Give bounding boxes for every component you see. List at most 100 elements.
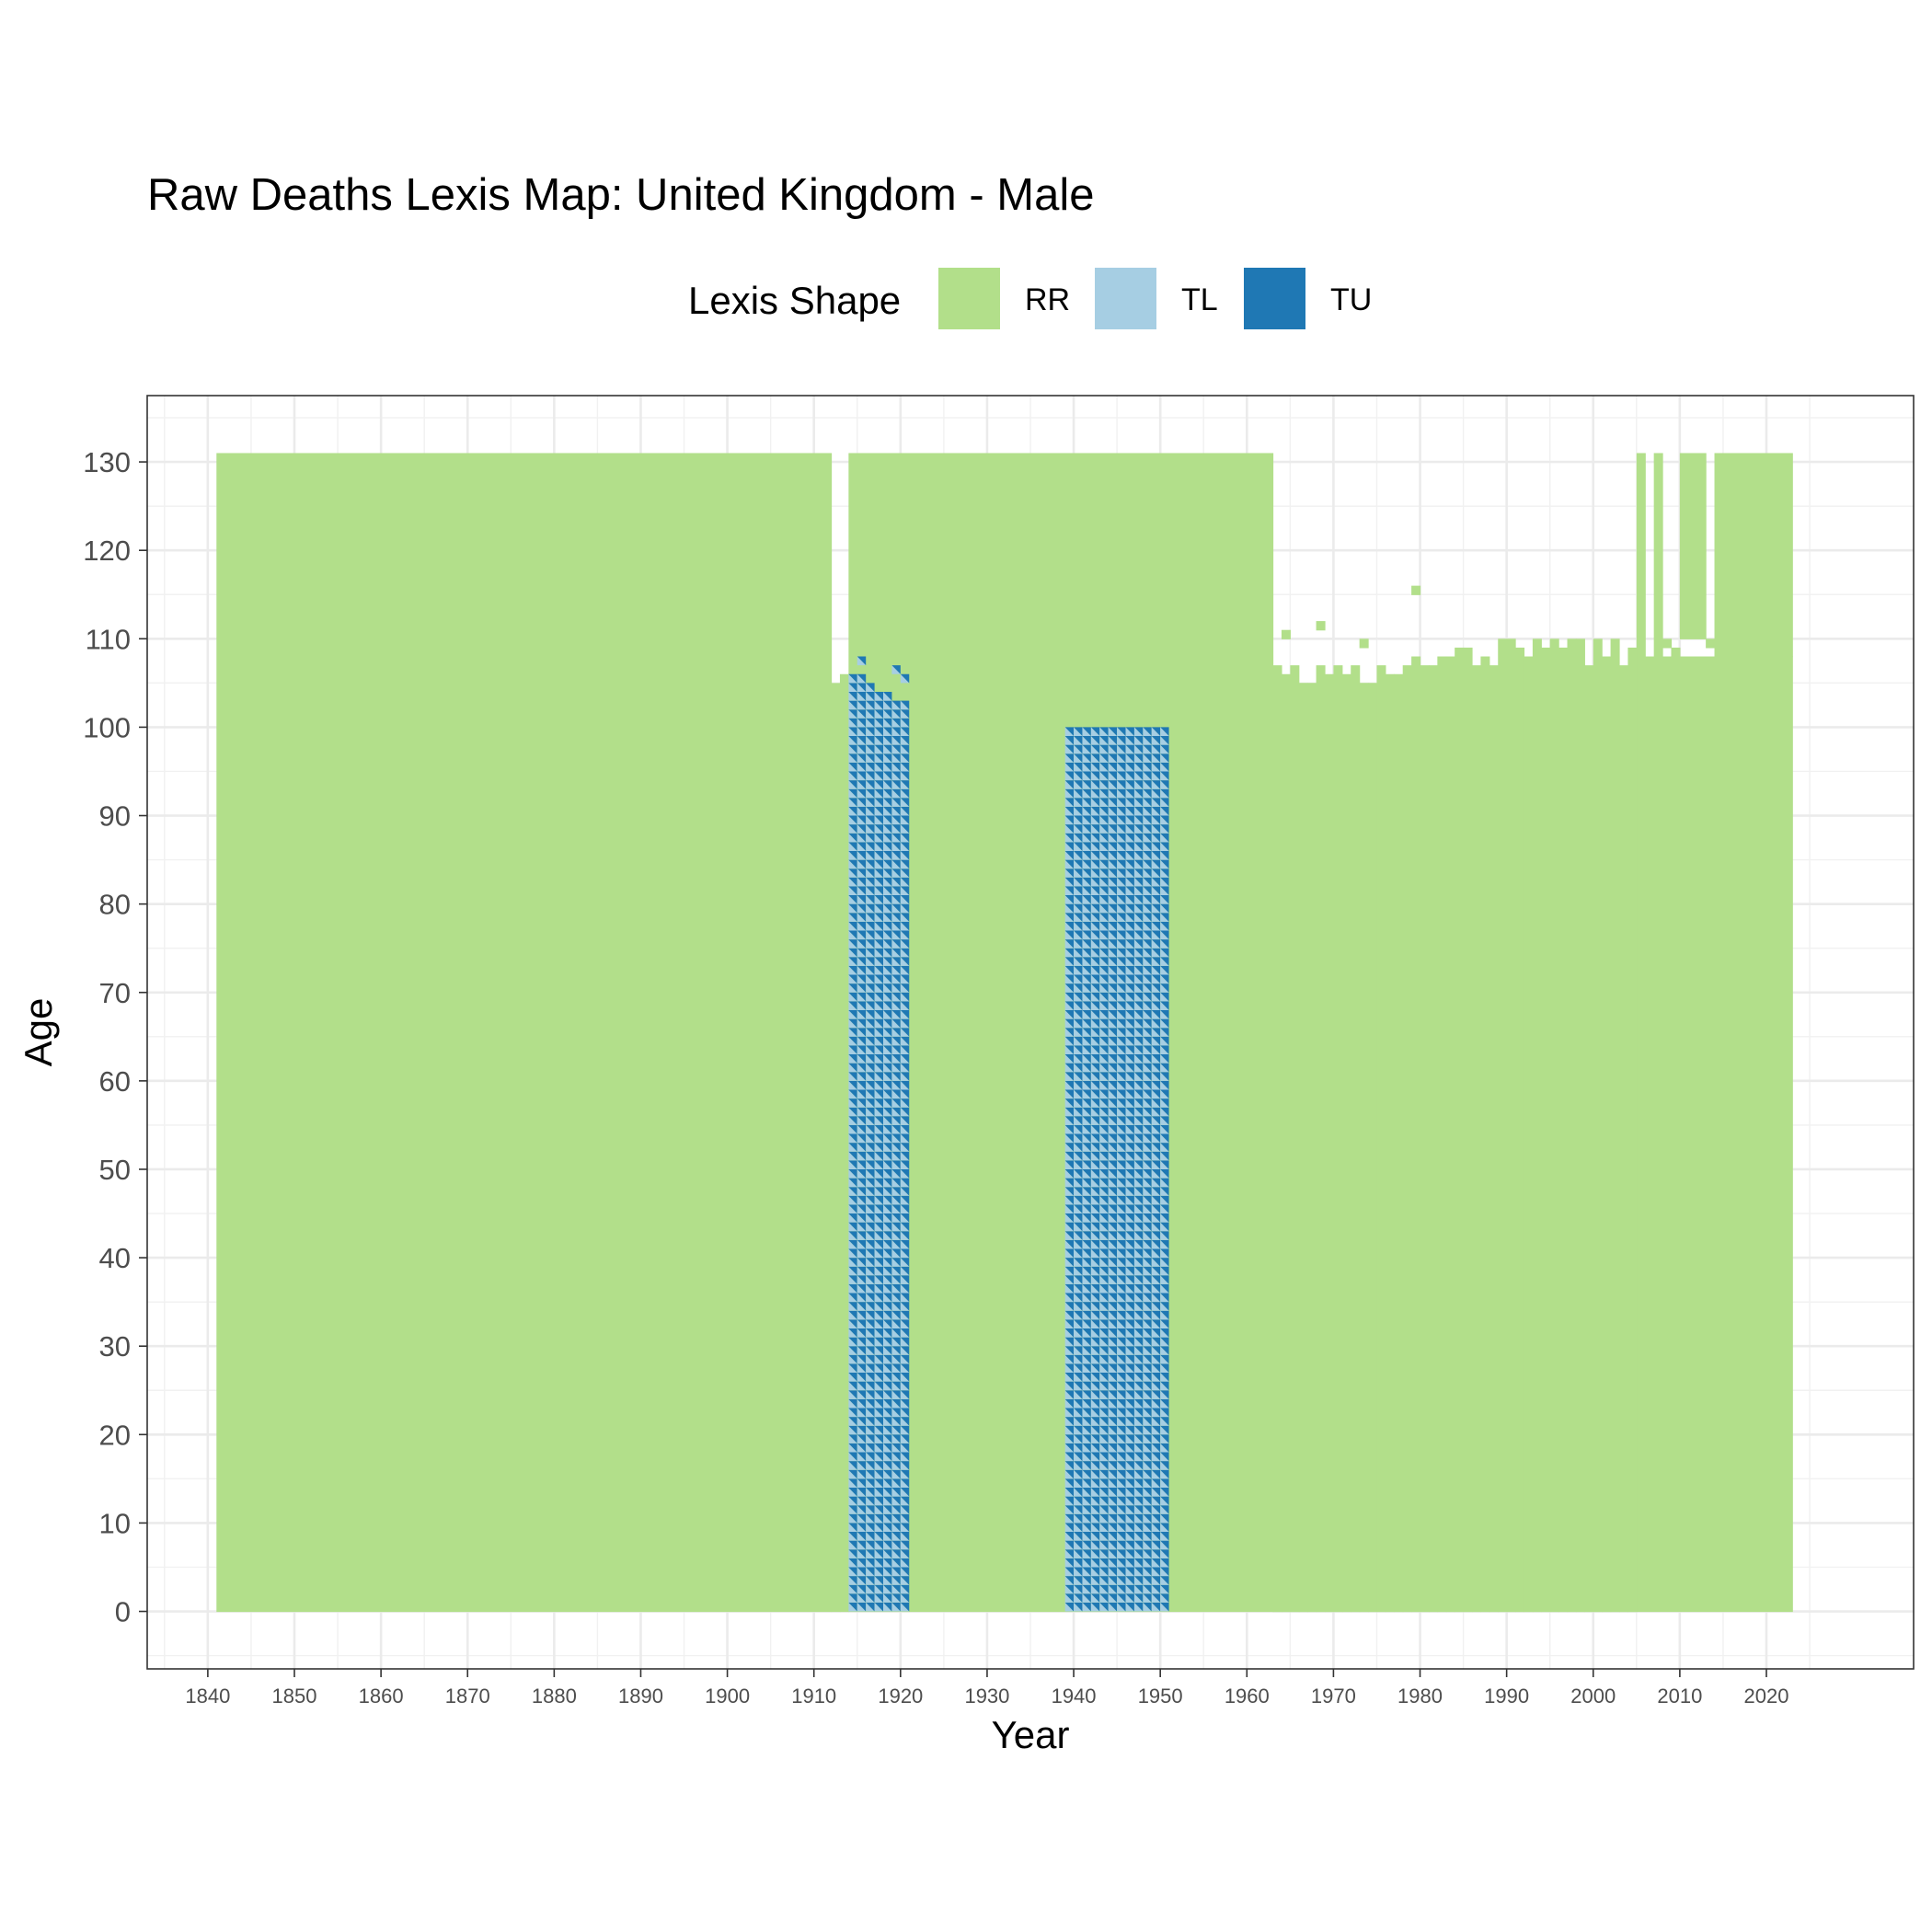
tu-triangle	[1125, 1001, 1134, 1010]
tu-triangle	[1133, 833, 1144, 843]
tl-triangle	[1082, 1425, 1091, 1435]
tl-triangle	[1108, 1036, 1118, 1046]
tl-triangle	[1074, 1576, 1083, 1585]
tu-triangle	[1064, 744, 1075, 754]
tu-triangle	[1108, 1425, 1118, 1435]
tl-triangle	[1133, 1346, 1144, 1355]
tu-triangle	[1160, 1036, 1169, 1046]
tu-triangle	[848, 1584, 857, 1594]
x-tick-label: 1970	[1311, 1685, 1356, 1708]
tl-triangle	[1074, 1098, 1083, 1108]
tu-triangle	[1143, 1283, 1152, 1294]
tu-triangle	[1074, 886, 1083, 896]
tl-triangle	[1090, 1302, 1100, 1311]
tl-triangle	[1160, 983, 1169, 993]
tu-triangle	[1082, 948, 1091, 958]
tu-triangle	[1151, 939, 1161, 949]
tl-triangle	[1074, 1523, 1083, 1533]
tl-triangle	[1117, 859, 1126, 869]
tl-triangle	[1064, 886, 1075, 896]
tl-triangle	[1125, 1505, 1134, 1514]
rr-top-step	[1420, 665, 1430, 1613]
tu-triangle	[1160, 1602, 1169, 1612]
tl-triangle	[1133, 965, 1144, 975]
tu-triangle	[883, 1478, 892, 1488]
tl-triangle	[848, 1408, 857, 1418]
tl-triangle	[891, 1001, 901, 1010]
tu-triangle	[1151, 965, 1161, 975]
tu-triangle	[1090, 1001, 1100, 1010]
tu-triangle	[1108, 1319, 1118, 1328]
tl-triangle	[1108, 753, 1118, 763]
tu-triangle	[866, 1204, 875, 1214]
tu-triangle	[848, 948, 857, 958]
tu-triangle	[848, 939, 857, 949]
tu-triangle	[848, 1461, 857, 1470]
tl-triangle	[1125, 806, 1134, 816]
tl-triangle	[1064, 1293, 1075, 1303]
tl-triangle	[1108, 965, 1118, 975]
tu-triangle	[891, 983, 901, 993]
tu-triangle	[891, 1523, 901, 1533]
tu-triangle	[1117, 1187, 1126, 1196]
tu-triangle	[1151, 744, 1161, 754]
tu-triangle	[891, 1116, 901, 1125]
tu-triangle	[866, 1116, 875, 1125]
tu-triangle	[1143, 1133, 1152, 1144]
tl-triangle	[1108, 974, 1118, 984]
tu-triangle	[1117, 1239, 1126, 1249]
tl-triangle	[1090, 1469, 1100, 1479]
tu-triangle	[1064, 965, 1075, 975]
tu-triangle	[857, 1124, 867, 1134]
tu-triangle	[1090, 1018, 1100, 1029]
tu-triangle	[1125, 895, 1134, 904]
tu-triangle	[1117, 965, 1126, 975]
tl-triangle	[1108, 1275, 1118, 1284]
tl-triangle	[1133, 1398, 1144, 1409]
tl-triangle	[874, 1487, 883, 1497]
tu-triangle	[1117, 868, 1126, 878]
tl-triangle	[1064, 1381, 1075, 1391]
tl-triangle	[891, 1478, 901, 1488]
tu-triangle	[1160, 1133, 1169, 1144]
tl-triangle	[1160, 1505, 1169, 1514]
tl-triangle	[1064, 1496, 1075, 1506]
y-axis-title: Age	[17, 998, 60, 1067]
tu-triangle	[900, 1302, 910, 1311]
tu-triangle	[874, 1116, 883, 1125]
tu-triangle	[1099, 1239, 1109, 1249]
tl-triangle	[1143, 1160, 1152, 1169]
tu-triangle	[1117, 1346, 1126, 1355]
tl-triangle	[1133, 1390, 1144, 1399]
tl-triangle	[866, 1549, 875, 1558]
tu-triangle	[891, 1337, 901, 1347]
tu-triangle	[1117, 992, 1126, 1002]
legend-swatch-rr	[938, 268, 1000, 329]
tl-triangle	[1160, 868, 1169, 878]
tl-triangle	[1133, 744, 1144, 754]
tu-triangle	[848, 1213, 857, 1223]
tu-triangle	[848, 824, 857, 834]
tu-triangle	[1108, 1398, 1118, 1409]
tu-triangle	[1108, 1549, 1118, 1558]
tl-triangle	[891, 1363, 901, 1374]
tu-triangle	[874, 1080, 883, 1090]
tu-triangle	[848, 1434, 857, 1443]
tu-triangle	[1125, 824, 1134, 834]
tu-triangle	[866, 1417, 875, 1426]
tl-triangle	[866, 1540, 875, 1550]
tu-triangle	[1108, 1540, 1118, 1550]
tu-triangle	[1125, 1319, 1134, 1328]
tu-triangle	[1125, 1390, 1134, 1399]
tl-triangle	[848, 859, 857, 869]
tl-triangle	[1099, 1602, 1109, 1612]
tu-triangle	[883, 762, 892, 772]
tu-triangle	[1133, 886, 1144, 896]
tu-triangle	[1143, 1275, 1152, 1284]
tu-triangle	[848, 771, 857, 781]
tu-triangle	[848, 1487, 857, 1497]
tu-triangle	[1151, 1452, 1161, 1462]
tl-triangle	[900, 939, 910, 949]
tl-triangle	[891, 1089, 901, 1099]
tu-triangle	[1133, 1248, 1144, 1259]
